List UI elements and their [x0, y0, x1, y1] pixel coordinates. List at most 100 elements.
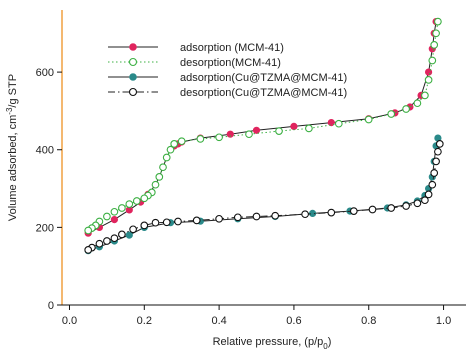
- y-tick-label: 0: [48, 300, 54, 312]
- data-point: [140, 194, 149, 203]
- data-point: [424, 76, 433, 84]
- y-tick-label: 400: [36, 145, 54, 157]
- data-point: [432, 157, 440, 166]
- y-axis-label: Volume adsorbed, cm-3/g STP: [5, 74, 19, 221]
- data-point: [226, 130, 234, 138]
- data-point: [387, 204, 396, 212]
- data-point: [349, 207, 358, 215]
- y-tick-label: 200: [36, 222, 54, 234]
- data-point: [421, 91, 429, 100]
- data-point: [159, 163, 167, 172]
- data-point: [428, 56, 437, 65]
- data-point: [192, 216, 201, 225]
- legend-marker: [128, 87, 138, 97]
- data-point: [125, 231, 133, 239]
- x-tick-label: 0.6: [286, 315, 301, 327]
- data-point: [84, 246, 93, 254]
- x-tick-label: 0.0: [62, 315, 77, 327]
- data-point: [95, 239, 104, 248]
- data-point: [413, 99, 422, 108]
- data-point: [166, 145, 175, 154]
- data-point: [435, 140, 444, 148]
- series-line: [88, 137, 439, 252]
- legend-label: desorption(MCM-41): [180, 57, 281, 69]
- data-point: [103, 212, 111, 221]
- series-3: [84, 134, 442, 255]
- data-point: [301, 210, 309, 219]
- data-point: [413, 199, 422, 208]
- data-point: [196, 135, 205, 143]
- legend-entry: adsorption (MCM-41): [108, 42, 284, 54]
- legend-entry: desorption(MCM-41): [108, 57, 281, 69]
- x-tick-label: 0.8: [361, 315, 376, 327]
- data-point: [233, 213, 242, 222]
- data-point: [215, 214, 223, 223]
- x-axis-label-subscript: 0: [323, 342, 328, 351]
- data-point: [424, 190, 433, 199]
- x-tick-label: 0.4: [211, 315, 226, 327]
- data-point: [118, 204, 126, 212]
- data-point: [110, 207, 119, 216]
- data-point: [103, 237, 111, 245]
- data-point: [132, 197, 141, 205]
- data-point: [140, 221, 149, 230]
- legend-entry: adsorption(Cu@TZMA@MCM-41): [108, 72, 347, 84]
- data-point: [327, 208, 336, 217]
- legend-marker: [129, 73, 137, 81]
- data-point: [421, 196, 429, 205]
- data-point: [170, 140, 179, 148]
- x-axis-label: Relative pressure, (p/p0): [213, 336, 332, 351]
- data-point: [402, 105, 410, 113]
- data-point: [290, 122, 298, 130]
- data-point: [434, 147, 442, 156]
- data-point: [125, 200, 134, 208]
- data-point: [364, 115, 373, 124]
- x-tick-label: 1.0: [436, 315, 451, 327]
- data-point: [432, 29, 440, 38]
- data-point: [151, 180, 160, 189]
- data-point: [129, 225, 137, 234]
- data-point: [177, 137, 186, 146]
- data-point: [430, 41, 439, 49]
- series-2: [84, 17, 442, 235]
- y-tick-label: 600: [36, 67, 54, 79]
- data-point: [215, 133, 223, 142]
- data-point: [118, 230, 126, 239]
- chart-legend: adsorption (MCM-41) desorption(MCM-41) ads…: [108, 42, 347, 99]
- legend-label: adsorption (MCM-41): [180, 42, 284, 54]
- data-point: [245, 130, 253, 139]
- legend-marker: [128, 57, 138, 67]
- data-point: [110, 216, 118, 224]
- data-point: [309, 209, 317, 217]
- data-point: [84, 226, 93, 235]
- data-point: [252, 212, 261, 221]
- x-axis-label-end: ): [328, 336, 332, 348]
- legend-label: desorption(Cu@TZMA@MCM-41): [180, 87, 347, 99]
- legend-label: adsorption(Cu@TZMA@MCM-41): [180, 72, 347, 84]
- data-point: [162, 218, 171, 227]
- series-layer: [84, 17, 444, 255]
- data-point: [155, 173, 164, 181]
- data-point: [368, 205, 377, 214]
- series-4: [84, 140, 444, 254]
- data-point: [275, 127, 283, 135]
- chart-axes: 0.0 0.2 0.4 0.6 0.8 1.0 0 200 400 600: [36, 10, 466, 327]
- y-axis-label-end: /g STP: [7, 74, 19, 108]
- legend-entry: desorption(Cu@TZMA@MCM-41): [108, 87, 347, 99]
- data-point: [271, 211, 280, 220]
- data-point: [305, 124, 313, 133]
- data-point: [174, 217, 182, 226]
- x-tick-label: 0.2: [137, 315, 152, 327]
- data-point: [151, 218, 160, 227]
- data-point: [428, 180, 437, 189]
- y-axis-label-superscript: -3: [5, 107, 14, 115]
- data-point: [334, 119, 343, 128]
- data-point: [434, 17, 442, 26]
- data-point: [110, 234, 119, 243]
- data-point: [430, 169, 439, 177]
- data-point: [387, 110, 396, 118]
- data-point: [252, 126, 261, 134]
- legend-marker: [129, 43, 137, 51]
- data-point: [162, 153, 171, 162]
